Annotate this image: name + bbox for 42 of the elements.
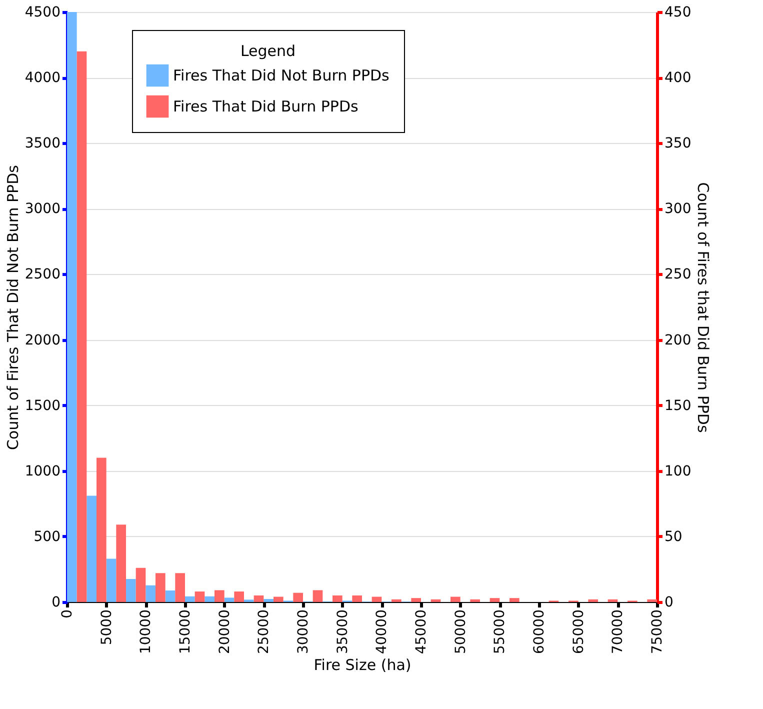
- x-tick-label: 30000: [296, 610, 312, 654]
- y-tick-label: 2500: [24, 266, 60, 283]
- x-tick-label: 0: [60, 610, 76, 618]
- y2-tick-label: 0: [664, 594, 674, 610]
- y-tick-label: 1000: [24, 463, 60, 480]
- y2-tick-label: 300: [664, 201, 692, 218]
- y2-tick-label: 250: [664, 266, 692, 283]
- y2-tick-label: 150: [664, 398, 692, 414]
- x-tick-label: 65000: [570, 610, 587, 654]
- y-tick-label: 3000: [24, 201, 60, 218]
- x-tick-label: 55000: [492, 610, 508, 654]
- y-axis-title: Count of Fires That Did Not Burn PPDs: [4, 164, 22, 450]
- x-tick-label: 50000: [452, 610, 469, 654]
- y-tick-label: 4000: [24, 70, 60, 86]
- y-tick-label: 4500: [24, 4, 60, 20]
- y2-tick-label: 400: [664, 70, 692, 86]
- y2-tick-label: 50: [664, 528, 682, 545]
- y2-tick-label: 350: [664, 136, 692, 152]
- y-tick-label: 1500: [24, 398, 60, 414]
- x-axis-title: Fire Size (ha): [314, 656, 412, 674]
- x-tick-label: 60000: [532, 610, 548, 654]
- x-tick-label: 45000: [414, 610, 430, 654]
- legend-label: Fires That Did Not Burn PPDs: [173, 66, 390, 84]
- x-tick-label: 40000: [374, 610, 390, 654]
- x-tick-label: 35000: [334, 610, 351, 654]
- x-tick-label: 75000: [650, 610, 666, 654]
- x-tick-label: 70000: [610, 610, 626, 654]
- y2-tick-label: 450: [664, 4, 692, 20]
- x-tick-label: 10000: [138, 610, 154, 654]
- legend-title: Legend: [240, 42, 296, 60]
- x-tick-label: 5000: [98, 610, 115, 646]
- x-tick-label: 20000: [216, 610, 233, 654]
- x-tick-label: 25000: [256, 610, 272, 654]
- y-tick-label: 500: [34, 528, 60, 545]
- y-tick-label: 3500: [24, 136, 60, 152]
- x-tick-label: 15000: [178, 610, 194, 654]
- y-tick-label: 2000: [24, 332, 60, 348]
- y2-tick-label: 100: [664, 463, 692, 480]
- y-tick-label: 0: [52, 594, 60, 610]
- y2-axis-title: Count of Fires that Did Burn PPDs: [694, 182, 712, 433]
- legend-label: Fires That Did Burn PPDs: [173, 98, 358, 116]
- y2-tick-label: 200: [664, 332, 692, 348]
